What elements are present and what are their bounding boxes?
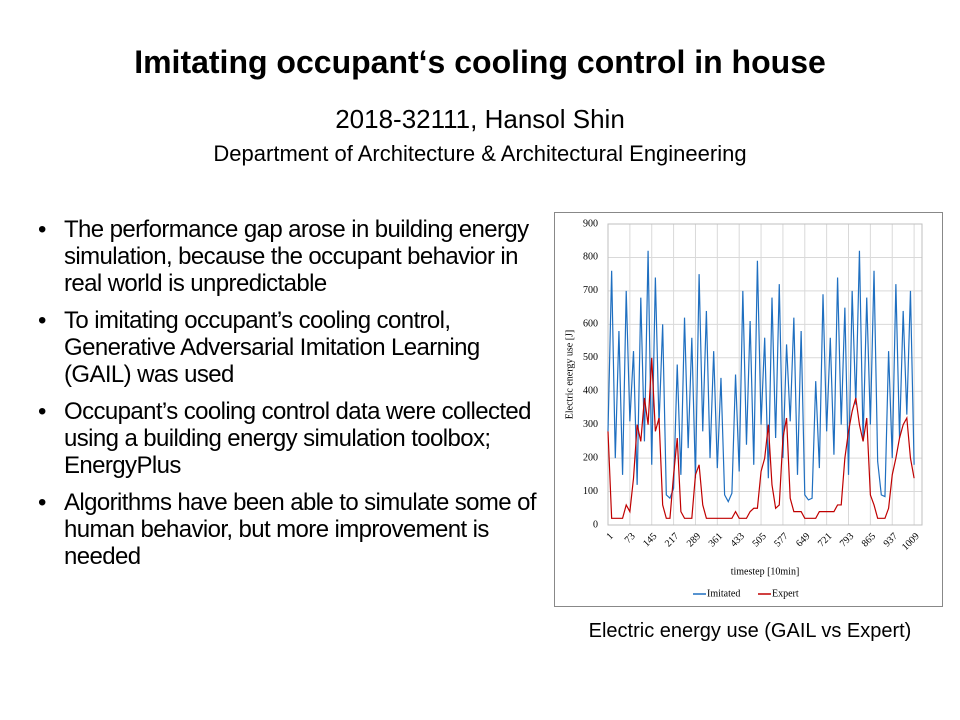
department: Department of Architecture & Architectur… xyxy=(213,141,747,166)
series-line xyxy=(607,357,915,519)
x-axis-label: timestep [10min] xyxy=(731,566,800,577)
y-axis-label: Electric energy use [J] xyxy=(564,330,575,420)
y-tick-label: 300 xyxy=(583,419,598,430)
y-tick-label: 600 xyxy=(583,319,598,330)
bullet-list: The performance gap arose in building en… xyxy=(38,216,550,580)
chart-frame xyxy=(554,212,943,607)
y-tick-label: 400 xyxy=(583,386,598,397)
y-tick-label: 100 xyxy=(583,486,598,497)
y-tick-label: 200 xyxy=(583,452,598,463)
bullet: To imitating occupant’s cooling control,… xyxy=(38,307,550,388)
y-tick-label: 0 xyxy=(593,519,598,530)
bullet: Occupant’s cooling control data were col… xyxy=(38,398,550,479)
bullet: Algorithms have been able to simulate so… xyxy=(38,489,550,570)
figure-caption: Electric energy use (GAIL vs Expert) xyxy=(588,620,912,642)
slide-title: Imitating occupant‘s cooling control in … xyxy=(134,44,826,80)
y-tick-label: 500 xyxy=(583,352,598,363)
legend-label: Imitated xyxy=(707,588,740,599)
author: 2018-32111, Hansol Shin xyxy=(335,104,625,134)
y-tick-label: 800 xyxy=(583,252,598,263)
bullet: The performance gap arose in building en… xyxy=(38,216,550,297)
y-tick-label: 700 xyxy=(583,285,598,296)
x-tick-label: 1 xyxy=(604,531,615,542)
legend-label: Expert xyxy=(772,588,799,599)
y-tick-label: 900 xyxy=(583,218,598,229)
plot-area xyxy=(607,223,923,526)
